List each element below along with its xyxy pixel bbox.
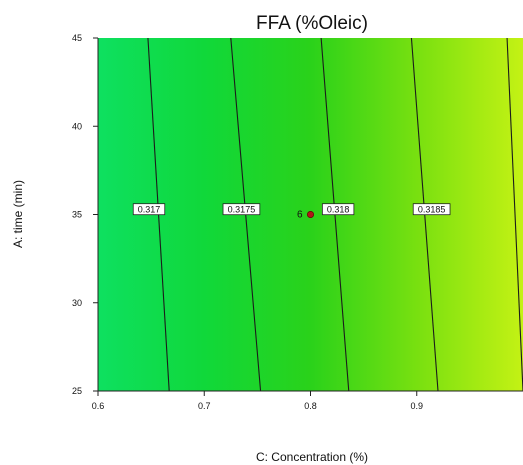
y-tick-label: 35 bbox=[72, 210, 82, 220]
x-axis-label: C: Concentration (%) bbox=[256, 450, 368, 464]
x-tick-label: 0.9 bbox=[410, 401, 423, 411]
contour-label-box bbox=[412, 203, 451, 216]
contour-label: 0.3185 bbox=[418, 205, 446, 215]
x-tick-label: 0.8 bbox=[304, 401, 317, 411]
x-axis-ticks: 0.6 0.7 0.8 0.9 bbox=[92, 391, 423, 411]
contour-label-box bbox=[132, 203, 166, 216]
contour-label: 0.317 bbox=[138, 205, 161, 215]
y-tick-label: 30 bbox=[72, 298, 82, 308]
y-tick-label: 40 bbox=[72, 121, 82, 131]
design-point bbox=[306, 211, 314, 219]
chart-title: FFA (%Oleic) bbox=[256, 13, 368, 34]
y-axis-label: A: time (min) bbox=[11, 180, 25, 248]
x-tick-label: 0.6 bbox=[92, 401, 105, 411]
design-points: 6 bbox=[297, 210, 314, 221]
contour-label-box bbox=[222, 203, 261, 216]
contour-line-edge bbox=[506, 38, 523, 391]
design-point-label: 6 bbox=[297, 210, 303, 221]
y-tick-label: 25 bbox=[72, 386, 82, 396]
contour-labels: 0.317 0.3175 0.318 0.3185 bbox=[132, 203, 451, 216]
y-tick-label: 45 bbox=[72, 33, 82, 43]
contour-label: 0.318 bbox=[327, 205, 350, 215]
contour-label-box bbox=[321, 203, 355, 216]
x-tick-label: 0.7 bbox=[198, 401, 211, 411]
contour-label: 0.3175 bbox=[228, 205, 256, 215]
y-axis-ticks: 25 30 35 40 45 bbox=[72, 33, 98, 396]
